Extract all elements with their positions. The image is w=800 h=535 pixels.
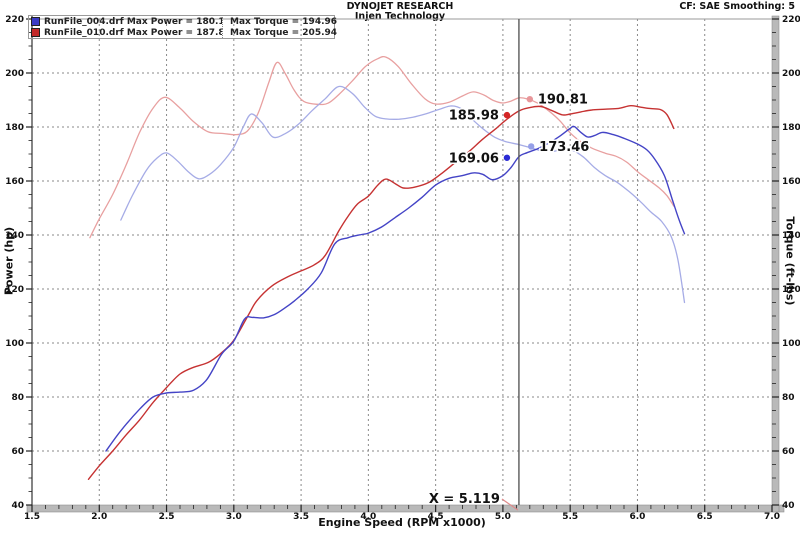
x-tick-label: 4.5: [428, 512, 444, 522]
x-axis-title: Engine Speed (RPM x1000): [318, 516, 486, 529]
chart-subtitle: Injen Technology: [354, 11, 446, 22]
y-tick-label-right: 60: [782, 447, 795, 457]
y-tick-label-left: 80: [11, 393, 24, 403]
run010-max-power-label: Max Power = 187.88: [126, 27, 222, 38]
x-tick-label: 3.0: [226, 512, 242, 522]
y-axis-right-bar: [771, 15, 780, 513]
legend-row-run010[interactable]: RunFile_010.drf Max Power = 187.88 Max T…: [29, 27, 337, 38]
y-tick-label-right: 160: [782, 177, 800, 187]
y-tick-label-right: 140: [782, 231, 800, 241]
curve-blue_power_run004: [105, 125, 686, 452]
y-tick-label-right: 180: [782, 123, 800, 133]
y-tick-label-right: 200: [782, 69, 800, 79]
y-tick-label-right: 80: [782, 393, 795, 403]
y-tick-label-left: 120: [5, 285, 24, 295]
x-tick-label: 7.0: [764, 512, 780, 522]
y-tick-label-left: 180: [5, 123, 24, 133]
run004-max-power-label: Max Power = 180.16: [126, 16, 222, 27]
y-tick-label-left: 220: [5, 15, 24, 25]
blue-torque-cursor-value-label: 173.46: [539, 140, 589, 155]
red-torque-cursor-value-label: 190.81: [538, 93, 588, 108]
y-axis-right-title: Torque (ft-lbs): [783, 216, 797, 306]
y-tick-label-right: 120: [782, 285, 800, 295]
blue-power-cursor-value-dot[interactable]: [503, 154, 511, 161]
run010-max-torque-label: Max Torque = 205.94: [222, 27, 337, 38]
run004-max-torque-label: Max Torque = 194.96: [222, 16, 337, 27]
x-tick-label: 5.0: [495, 512, 511, 522]
curve-red_power_run010: [87, 104, 675, 480]
red-torque-cursor-value-dot[interactable]: [526, 95, 534, 103]
red-power-cursor-value-label: 185.98: [449, 109, 499, 124]
curve-blue_torque_run004: [120, 85, 686, 304]
blue-power-cursor-value-label: 169.06: [449, 151, 499, 166]
correction-smoothing-note: CF: SAE Smoothing: 5: [679, 1, 795, 12]
cursor-label-leader: [501, 498, 519, 511]
x-tick-label: 2.5: [159, 512, 175, 522]
y-tick-label-left: 140: [5, 231, 24, 241]
y-tick-label-left: 200: [5, 69, 24, 79]
x-axis-bar: [26, 504, 785, 513]
y-tick-label-left: 40: [11, 501, 24, 511]
x-tick-label: 6.0: [629, 512, 645, 522]
run004-file-label: RunFile_004.drf: [44, 16, 124, 27]
y-tick-label-right: 100: [782, 339, 800, 349]
y-tick-label-left: 100: [5, 339, 24, 349]
red-power-cursor-value-dot[interactable]: [503, 111, 511, 119]
legend-row-run004[interactable]: RunFile_004.drf Max Power = 180.16 Max T…: [29, 16, 337, 27]
y-tick-label-left: 60: [11, 447, 24, 457]
x-tick-label: 1.5: [24, 512, 40, 522]
cursor-x-label: X = 5.119: [429, 492, 500, 507]
x-tick-label: 5.5: [562, 512, 578, 522]
y-axis-left-title: Power (hp): [2, 226, 16, 296]
x-tick-label: 6.5: [697, 512, 713, 522]
run010-swatch-icon: [31, 28, 40, 37]
curve-red_torque_run010: [89, 55, 675, 239]
y-tick-label-right: 40: [782, 501, 795, 511]
blue-torque-cursor-value-dot[interactable]: [527, 143, 535, 150]
runs-legend: RunFile_004.drf Max Power = 180.16 Max T…: [28, 15, 337, 39]
chart-title: DYNOJET RESEARCH: [346, 1, 454, 12]
y-tick-label-right: 220: [782, 15, 800, 25]
x-tick-label: 3.5: [293, 512, 309, 522]
x-tick-label: 4.0: [360, 512, 376, 522]
run010-file-label: RunFile_010.drf: [44, 27, 124, 38]
x-tick-label: 2.0: [91, 512, 107, 522]
run004-swatch-icon: [31, 17, 40, 26]
y-tick-label-left: 160: [5, 177, 24, 187]
